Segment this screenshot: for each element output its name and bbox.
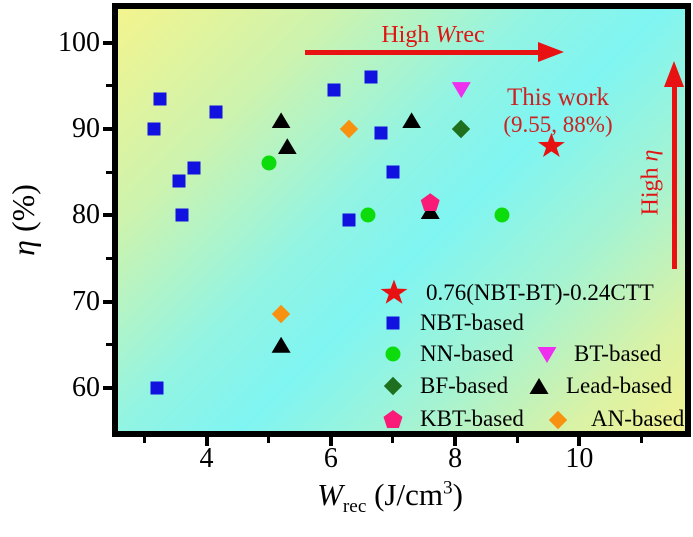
tick-mark <box>103 385 112 390</box>
legend-marker-pentagon <box>383 410 403 428</box>
y-tick-label: 90 <box>72 112 100 144</box>
legend-label-nbt: NBT-based <box>420 310 524 335</box>
high-eta-arrow-head <box>664 61 684 87</box>
high-eta-arrow-shaft <box>672 84 677 269</box>
data-point-pentagon <box>420 193 440 212</box>
x-axis-label: Wrec (J/cm3) <box>317 477 463 518</box>
tick-mark <box>142 437 146 443</box>
tick-mark <box>577 437 582 446</box>
data-point-square <box>175 208 189 222</box>
tick-mark <box>106 256 112 260</box>
tick-mark <box>267 437 271 443</box>
y-tick-label: 60 <box>72 371 100 403</box>
data-point-triangle-up <box>277 138 297 155</box>
x-tick-label: 6 <box>323 443 338 474</box>
tick-mark <box>453 437 458 446</box>
legend-label-bt: BT-based <box>574 341 662 366</box>
legend-label-lead: Lead-based <box>566 373 672 398</box>
y-tick-label: 80 <box>72 199 100 231</box>
data-point-square <box>386 165 400 179</box>
tick-mark <box>515 437 519 443</box>
tick-mark <box>106 170 112 174</box>
data-point-square <box>153 92 167 106</box>
tick-mark <box>106 343 112 347</box>
legend-label-bf: BF-based <box>420 373 509 398</box>
legend-label-an: AN-based <box>591 406 685 431</box>
tick-mark <box>103 299 112 304</box>
tick-mark <box>328 437 333 446</box>
y-axis-label: η (%) <box>5 184 41 256</box>
data-point-triangle-up <box>271 112 291 129</box>
data-point-square <box>374 126 388 140</box>
y-tick-label: 70 <box>72 285 100 317</box>
data-point-square <box>209 105 223 119</box>
this-work-label: This work <box>506 84 610 111</box>
data-point-circle <box>261 155 277 171</box>
tick-mark <box>204 437 209 446</box>
data-point-square <box>342 213 356 227</box>
data-point-triangle-up <box>271 336 291 353</box>
data-point-circle <box>494 207 510 223</box>
tick-mark <box>103 213 112 218</box>
this-work-coords: (9.55, 88%) <box>503 112 613 137</box>
high-wrec-arrow-head <box>538 42 564 62</box>
data-point-square <box>172 174 186 188</box>
high-wrec-annotation: High Wrec <box>381 22 485 48</box>
data-point-square <box>327 83 341 97</box>
data-point-square <box>147 122 161 136</box>
x-tick-label: 8 <box>448 443 463 474</box>
legend-marker-circle <box>385 346 401 362</box>
tick-mark <box>103 40 112 45</box>
legend-label-kbt: KBT-based <box>420 406 524 431</box>
legend-label-this-work: 0.76(NBT-BT)-0.24CTT <box>426 280 654 305</box>
scatter-points-layer <box>118 9 685 431</box>
tick-mark <box>103 126 112 131</box>
data-point-square <box>150 381 164 395</box>
legend-label-nn: NN-based <box>420 341 514 366</box>
data-point-diamond <box>340 119 359 139</box>
tick-mark <box>640 437 643 443</box>
plot-area: High Wrec This work (9.55, 88%) High η 0… <box>112 3 691 437</box>
tick-mark <box>106 84 112 88</box>
data-point-triangle-up <box>402 112 422 129</box>
x-tick-label: 10 <box>565 443 594 474</box>
high-eta-annotation: High η <box>637 149 664 216</box>
data-point-square <box>187 161 201 175</box>
legend-marker-square <box>386 316 400 330</box>
high-wrec-arrow-shaft <box>305 50 540 55</box>
data-point-diamond <box>271 305 291 324</box>
y-tick-label: 100 <box>58 26 100 58</box>
data-point-circle <box>360 207 376 223</box>
x-tick-label: 4 <box>199 443 214 474</box>
tick-mark <box>391 437 395 443</box>
data-point-square <box>364 70 378 84</box>
